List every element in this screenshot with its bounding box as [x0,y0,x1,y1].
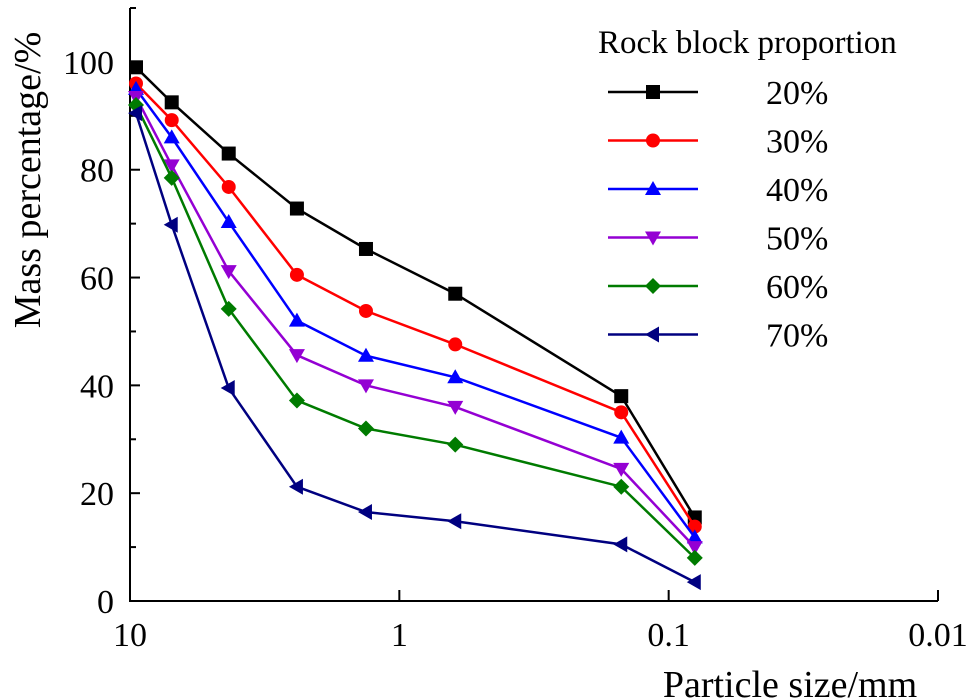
legend-label: 30% [766,124,828,161]
x-tick-label: 0.01 [908,617,968,654]
data-point [127,105,142,122]
data-point [163,216,178,233]
data-point [288,312,305,327]
series-line [134,112,696,584]
data-point [447,513,462,530]
data-point [686,549,703,566]
data-point [686,529,703,544]
y-tick-label: 100 [63,45,114,82]
data-point [289,267,304,282]
data-point [613,429,630,444]
series-70pct [127,105,701,591]
legend-item: 60% [608,269,828,306]
data-point [163,129,180,144]
x-axis-title: Particle size/mm [663,664,917,699]
y-axis-title: Mass percentage/% [7,32,49,329]
series-line [135,82,696,528]
legend-label: 20% [766,75,828,112]
legend-item: 40% [608,172,828,209]
legend-label: 70% [766,318,828,355]
data-point [221,179,236,194]
data-point [358,241,373,256]
data-point [686,574,701,591]
data-point [128,60,143,75]
legend-item: 70% [608,318,828,355]
data-point [163,169,180,186]
data-point [447,436,464,453]
data-point [221,146,236,161]
y-tick-label: 80 [80,153,114,190]
x-tick-label: 10 [113,617,147,654]
series-line [134,88,696,539]
data-point [220,214,237,229]
legend-marker [645,326,659,343]
data-point [613,462,630,477]
series-layer [127,60,703,591]
x-tick-label: 1 [391,617,408,654]
data-point [614,389,629,404]
series-40pct [127,80,703,544]
data-point [447,400,464,415]
data-point [358,303,373,318]
data-point [614,405,629,420]
data-point [448,286,463,301]
legend-item: 20% [608,75,828,112]
legend-item: 30% [608,124,828,161]
data-point [357,347,374,362]
data-point [288,478,303,495]
legend-marker [646,133,660,148]
legend-marker [645,278,661,294]
y-tick-label: 20 [80,476,114,513]
data-point [220,380,235,397]
data-point [686,541,703,556]
series-20pct [128,60,702,525]
legend-marker [645,181,661,195]
data-point [448,337,463,352]
y-tick-label: 40 [80,368,114,405]
data-point [288,392,305,409]
series-line [134,104,696,559]
data-point [163,159,180,174]
series-line [134,96,696,548]
data-point [220,300,237,317]
data-point [357,379,374,394]
series-line [135,66,696,519]
series-50pct [127,90,703,556]
legend-label: 60% [766,269,828,306]
legend-item: 50% [608,221,828,258]
legend-title: Rock block proportion [598,25,897,61]
legend: Rock block proportion 20% 30% 40% 50% 60% 70% [598,25,897,355]
data-point [357,420,374,437]
data-point [687,519,702,534]
series-60pct [127,97,703,566]
data-point [220,265,237,280]
legend-marker [646,85,660,99]
x-tick-label: 0.1 [647,617,690,654]
data-point [357,504,372,521]
y-tick-label: 60 [80,261,114,298]
data-point [613,536,628,553]
series-30pct [128,76,702,534]
axes: 0 20 40 60 80 100 10 1 0.1 0.01 Particle size/mm Ma… [7,7,968,699]
data-point [613,478,630,495]
data-point [164,95,179,110]
data-point [447,369,464,384]
legend-label: 50% [766,221,828,258]
data-point [289,201,304,216]
legend-marker [645,231,661,246]
y-tick-label: 0 [97,584,114,621]
data-point [288,349,305,364]
data-point [164,113,179,128]
legend-label: 40% [766,172,828,209]
